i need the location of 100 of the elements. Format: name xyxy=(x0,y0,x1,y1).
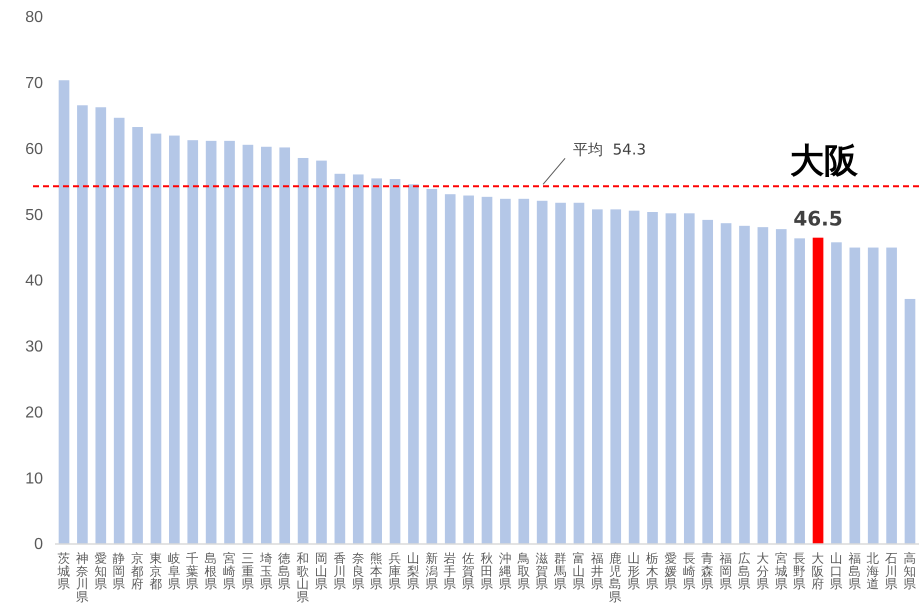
x-tick-label: 福井県 xyxy=(590,552,604,591)
x-tick-label: 埼玉県 xyxy=(258,552,273,591)
bar xyxy=(58,80,70,544)
x-tick-label: 鳥取県 xyxy=(516,552,530,591)
x-tick-label: 三重県 xyxy=(241,552,254,591)
bar xyxy=(831,242,842,544)
x-tick-label: 静岡県 xyxy=(112,552,126,591)
bar xyxy=(574,202,584,544)
bar xyxy=(95,107,106,544)
bar xyxy=(352,174,364,544)
bar xyxy=(426,188,438,544)
y-tick-label: 80 xyxy=(25,9,44,26)
x-tick-label: 栃木県 xyxy=(646,552,660,591)
x-tick-label: 佐賀県 xyxy=(462,552,476,591)
x-tick-label: 熊本県 xyxy=(370,552,384,591)
y-tick-label: 60 xyxy=(25,140,44,158)
x-tick-label: 新潟県 xyxy=(425,552,438,591)
x-tick-label: 山口県 xyxy=(830,552,843,591)
x-tick-label: 山梨県 xyxy=(406,552,420,591)
x-tick-label: 広島県 xyxy=(738,550,751,591)
bar xyxy=(298,158,308,544)
bar xyxy=(684,213,695,544)
x-tick-label: 富山県 xyxy=(572,550,586,591)
x-tick-label: 宮崎県 xyxy=(223,550,236,591)
x-tick-label: 愛媛県 xyxy=(664,552,678,591)
x-tick-label: 長野県 xyxy=(793,552,806,591)
x-tick-label: 岩手県 xyxy=(444,552,457,591)
x-tick-label: 青森県 xyxy=(701,552,714,591)
y-tick-label: 20 xyxy=(25,404,44,422)
x-tick-label: 島根県 xyxy=(204,552,218,591)
x-tick-label: 岡山県 xyxy=(314,552,328,591)
bar xyxy=(150,134,162,544)
bar xyxy=(647,212,658,544)
bar xyxy=(904,298,916,544)
x-tick-label: 愛知県 xyxy=(94,552,108,591)
y-tick-label: 70 xyxy=(25,74,44,92)
bar xyxy=(702,220,714,544)
bar xyxy=(592,209,603,544)
x-tick-label: 茨城県 xyxy=(56,552,71,591)
bar xyxy=(812,238,824,544)
x-tick-label: 大分県 xyxy=(756,552,770,591)
y-tick-label: 10 xyxy=(25,470,44,488)
bar xyxy=(114,118,125,544)
bar xyxy=(868,248,879,544)
bar xyxy=(739,226,750,544)
x-tick-label: 宮城県 xyxy=(774,550,788,591)
x-tick-label: 香川県 xyxy=(333,552,346,591)
x-tick-label: 福島県 xyxy=(848,552,862,591)
x-tick-label: 秋田県 xyxy=(480,552,494,591)
bar xyxy=(666,213,676,544)
bar xyxy=(408,184,419,544)
x-tick-label: 長崎県 xyxy=(682,552,696,591)
bar xyxy=(518,198,530,544)
x-tick-label: 徳島県 xyxy=(278,552,292,591)
x-tick-label: 神奈川県 xyxy=(76,552,89,604)
x-tick-label: 高知県 xyxy=(903,550,916,591)
bar xyxy=(555,202,566,544)
x-tick-label: 群馬県 xyxy=(553,552,568,591)
bar xyxy=(482,196,492,544)
data-label: 46.5 xyxy=(793,206,843,231)
bar xyxy=(316,160,327,544)
bar xyxy=(77,105,88,544)
bar xyxy=(206,140,216,544)
annotation: 大阪 xyxy=(790,141,859,181)
x-tick-label: 奈良県 xyxy=(352,552,365,591)
x-tick-label: 福岡県 xyxy=(720,552,733,591)
x-tick-label: 兵庫県 xyxy=(388,552,402,591)
x-tick-label: 東京都 xyxy=(149,552,162,591)
bar xyxy=(279,147,290,544)
x-tick-label: 石川県 xyxy=(885,552,898,591)
bar xyxy=(224,140,235,544)
bar xyxy=(260,146,272,544)
x-tick-label: 山形県 xyxy=(628,552,641,591)
bar xyxy=(334,174,346,544)
bar xyxy=(758,227,768,544)
bar xyxy=(463,196,474,544)
bar xyxy=(794,238,805,544)
bar xyxy=(169,136,180,544)
x-tick-label: 岐阜県 xyxy=(168,552,181,591)
bar xyxy=(242,144,254,544)
bar xyxy=(390,179,400,544)
bar xyxy=(610,209,622,544)
bar xyxy=(849,248,860,544)
x-tick-label: 滋賀県 xyxy=(536,552,549,591)
bar xyxy=(132,127,143,544)
bar xyxy=(371,178,382,544)
bar xyxy=(536,200,548,544)
bar xyxy=(628,210,640,544)
y-tick-label: 0 xyxy=(34,536,44,554)
x-tick-label: 和歌山県 xyxy=(296,552,310,604)
bar xyxy=(444,194,456,544)
x-tick-label: 北海道 xyxy=(866,552,880,591)
ref-line-label: 平均 54.3 xyxy=(573,140,646,158)
y-tick-label: 50 xyxy=(25,206,44,224)
bar xyxy=(720,223,732,544)
bar xyxy=(776,229,787,544)
x-tick-label: 千葉県 xyxy=(186,552,200,591)
bar xyxy=(500,198,511,544)
y-tick-label: 40 xyxy=(25,272,44,290)
bar xyxy=(886,248,897,544)
